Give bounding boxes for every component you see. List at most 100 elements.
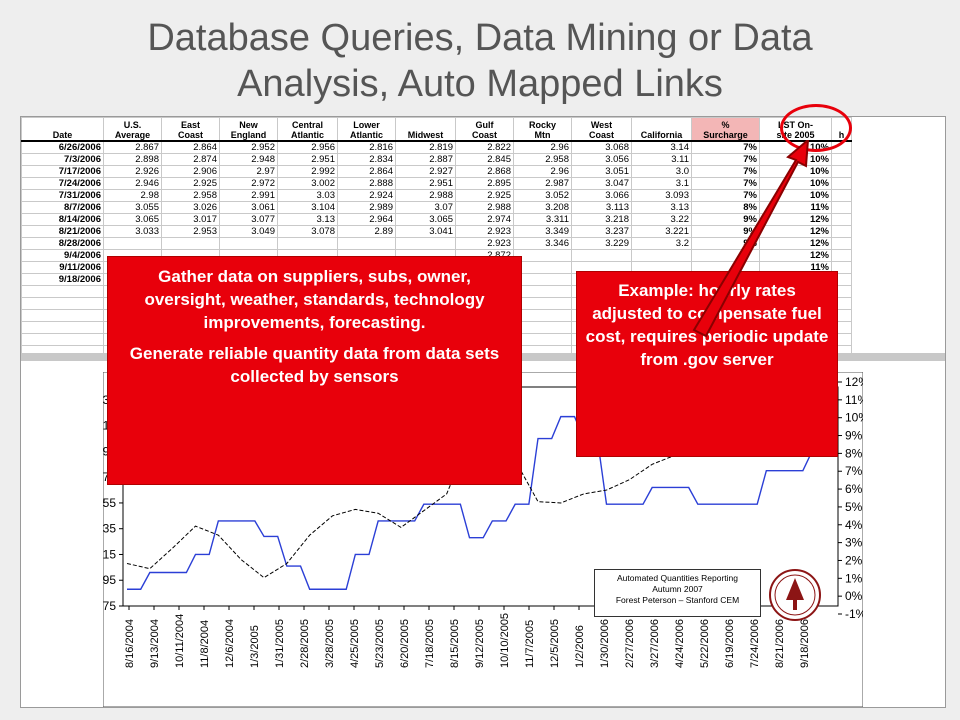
- column-header: West Coast: [571, 117, 632, 142]
- table-cell: 3.033: [103, 225, 162, 238]
- column-header: Date: [21, 117, 104, 142]
- table-cell: 2.952: [219, 140, 278, 154]
- column-header: Rocky Mtn: [513, 117, 572, 142]
- table-cell: 2.96: [513, 140, 572, 154]
- table-cell: 8/28/2006: [21, 237, 104, 250]
- table-cell: 3.047: [571, 177, 632, 190]
- table-cell: 2.951: [277, 153, 338, 166]
- table-cell: 9/11/2006: [21, 261, 104, 274]
- table-cell: 2.964: [337, 213, 396, 226]
- column-header-line-2: Average: [114, 130, 151, 140]
- column-header-line-2: Midwest: [407, 130, 444, 140]
- table-cell: 2.992: [277, 165, 338, 178]
- table-cell: 2.925: [161, 177, 220, 190]
- table-cell: 2.974: [455, 213, 514, 226]
- x-tick-label: 5/23/2005: [374, 619, 386, 668]
- credit-line-3: Forest Peterson – Stanford CEM: [615, 595, 740, 605]
- table-cell: 3.0: [631, 165, 692, 178]
- table-cell-empty: [21, 321, 104, 334]
- table-cell-empty: [831, 189, 852, 202]
- table-cell: 2.845: [455, 153, 514, 166]
- table-cell: 3.218: [571, 213, 632, 226]
- column-header: California: [631, 117, 692, 142]
- table-cell: 3.2: [631, 237, 692, 250]
- table-cell: 8/21/2006: [21, 225, 104, 238]
- table-cell-empty: [21, 309, 104, 322]
- table-cell: 2.834: [337, 153, 396, 166]
- column-header-line-1: U.S.: [123, 120, 142, 130]
- table-cell-empty: [831, 237, 852, 250]
- table-cell: 2.96: [513, 165, 572, 178]
- x-tick-label: 1/31/2005: [274, 619, 286, 668]
- table-cell: 6/26/2006: [21, 140, 104, 154]
- table-cell: 3.051: [571, 165, 632, 178]
- table-cell: [103, 237, 162, 250]
- column-header-line-2: Coast: [471, 130, 497, 140]
- y-tick-label: 1.95: [103, 573, 116, 587]
- x-tick-label: 9/12/2005: [474, 619, 486, 668]
- table-cell: 3.065: [103, 213, 162, 226]
- table-cell: 7/17/2006: [21, 165, 104, 178]
- table-cell: 3.002: [277, 177, 338, 190]
- table-cell: 2.97: [219, 165, 278, 178]
- table-cell: 3.068: [571, 140, 632, 154]
- table-cell: 3.055: [103, 201, 162, 214]
- table-cell: 2.898: [103, 153, 162, 166]
- table-cell: 2.958: [513, 153, 572, 166]
- table-cell-empty: [21, 333, 104, 346]
- column-header: New England: [219, 117, 278, 142]
- red-arrow-icon: [692, 140, 810, 338]
- callout-right-text: Example: hourly rates adjusted to compen…: [585, 281, 829, 369]
- column-header-line-2: Atlantic: [290, 130, 324, 140]
- x-tick-label: 1/30/2006: [599, 619, 611, 668]
- table-cell: 3.052: [513, 189, 572, 202]
- table-cell: 2.927: [395, 165, 456, 178]
- table-cell: 3.13: [631, 201, 692, 214]
- table-cell-empty: [513, 321, 572, 334]
- column-header: % Surcharge: [691, 117, 760, 142]
- x-tick-label: 4/25/2005: [349, 619, 361, 668]
- table-cell: [395, 237, 456, 250]
- table-cell: 3.07: [395, 201, 456, 214]
- table-row: 8/21/2006 3.033 2.953 3.049 3.078 2.89 3.041 2.…: [21, 225, 852, 238]
- table-cell-empty: [513, 285, 572, 298]
- table-cell: 2.956: [277, 140, 338, 154]
- x-tick-label: 3/28/2005: [324, 619, 336, 668]
- table-cell: 2.89: [337, 225, 396, 238]
- table-cell-empty: [21, 285, 104, 298]
- table-cell: 2.991: [219, 189, 278, 202]
- table-cell: 3.1: [631, 177, 692, 190]
- table-cell: 2.864: [161, 140, 220, 154]
- table-cell: 2.951: [395, 177, 456, 190]
- table-cell: 3.208: [513, 201, 572, 214]
- table-cell: 2.888: [337, 177, 396, 190]
- y2-tick-label: 10%: [845, 411, 863, 425]
- column-header: Midwest: [395, 117, 456, 142]
- y2-tick-label: 5%: [845, 500, 863, 514]
- column-header: Lower Atlantic: [337, 117, 396, 142]
- table-cell: 3.093: [631, 189, 692, 202]
- y2-tick-label: 4%: [845, 518, 863, 532]
- callout-example: Example: hourly rates adjusted to compen…: [576, 271, 838, 457]
- column-header: Central Atlantic: [277, 117, 338, 142]
- y2-tick-label: 1%: [845, 571, 863, 585]
- x-tick-label: 6/19/2006: [724, 619, 736, 668]
- table-cell: 2.972: [219, 177, 278, 190]
- highlight-circle: [780, 104, 852, 152]
- table-cell: [571, 249, 632, 262]
- table-cell: [161, 237, 220, 250]
- table-cell: 7/3/2006: [21, 153, 104, 166]
- column-header: East Coast: [161, 117, 220, 142]
- table-cell: 3.14: [631, 140, 692, 154]
- callout-data-gathering: Gather data on suppliers, subs, owner, o…: [107, 256, 522, 485]
- table-cell: [513, 249, 572, 262]
- x-tick-label: 1/2/2006: [574, 625, 586, 668]
- credit-line-1: Automated Quantities Reporting: [617, 573, 738, 583]
- x-tick-label: 4/24/2006: [674, 619, 686, 668]
- x-tick-label: 5/22/2006: [699, 619, 711, 668]
- column-header-line-1: Gulf: [475, 120, 494, 130]
- column-header-line-2: Date: [52, 130, 73, 140]
- x-tick-label: 6/20/2005: [399, 619, 411, 668]
- y2-tick-label: 7%: [845, 464, 863, 478]
- column-header-line-1: Central: [291, 120, 323, 130]
